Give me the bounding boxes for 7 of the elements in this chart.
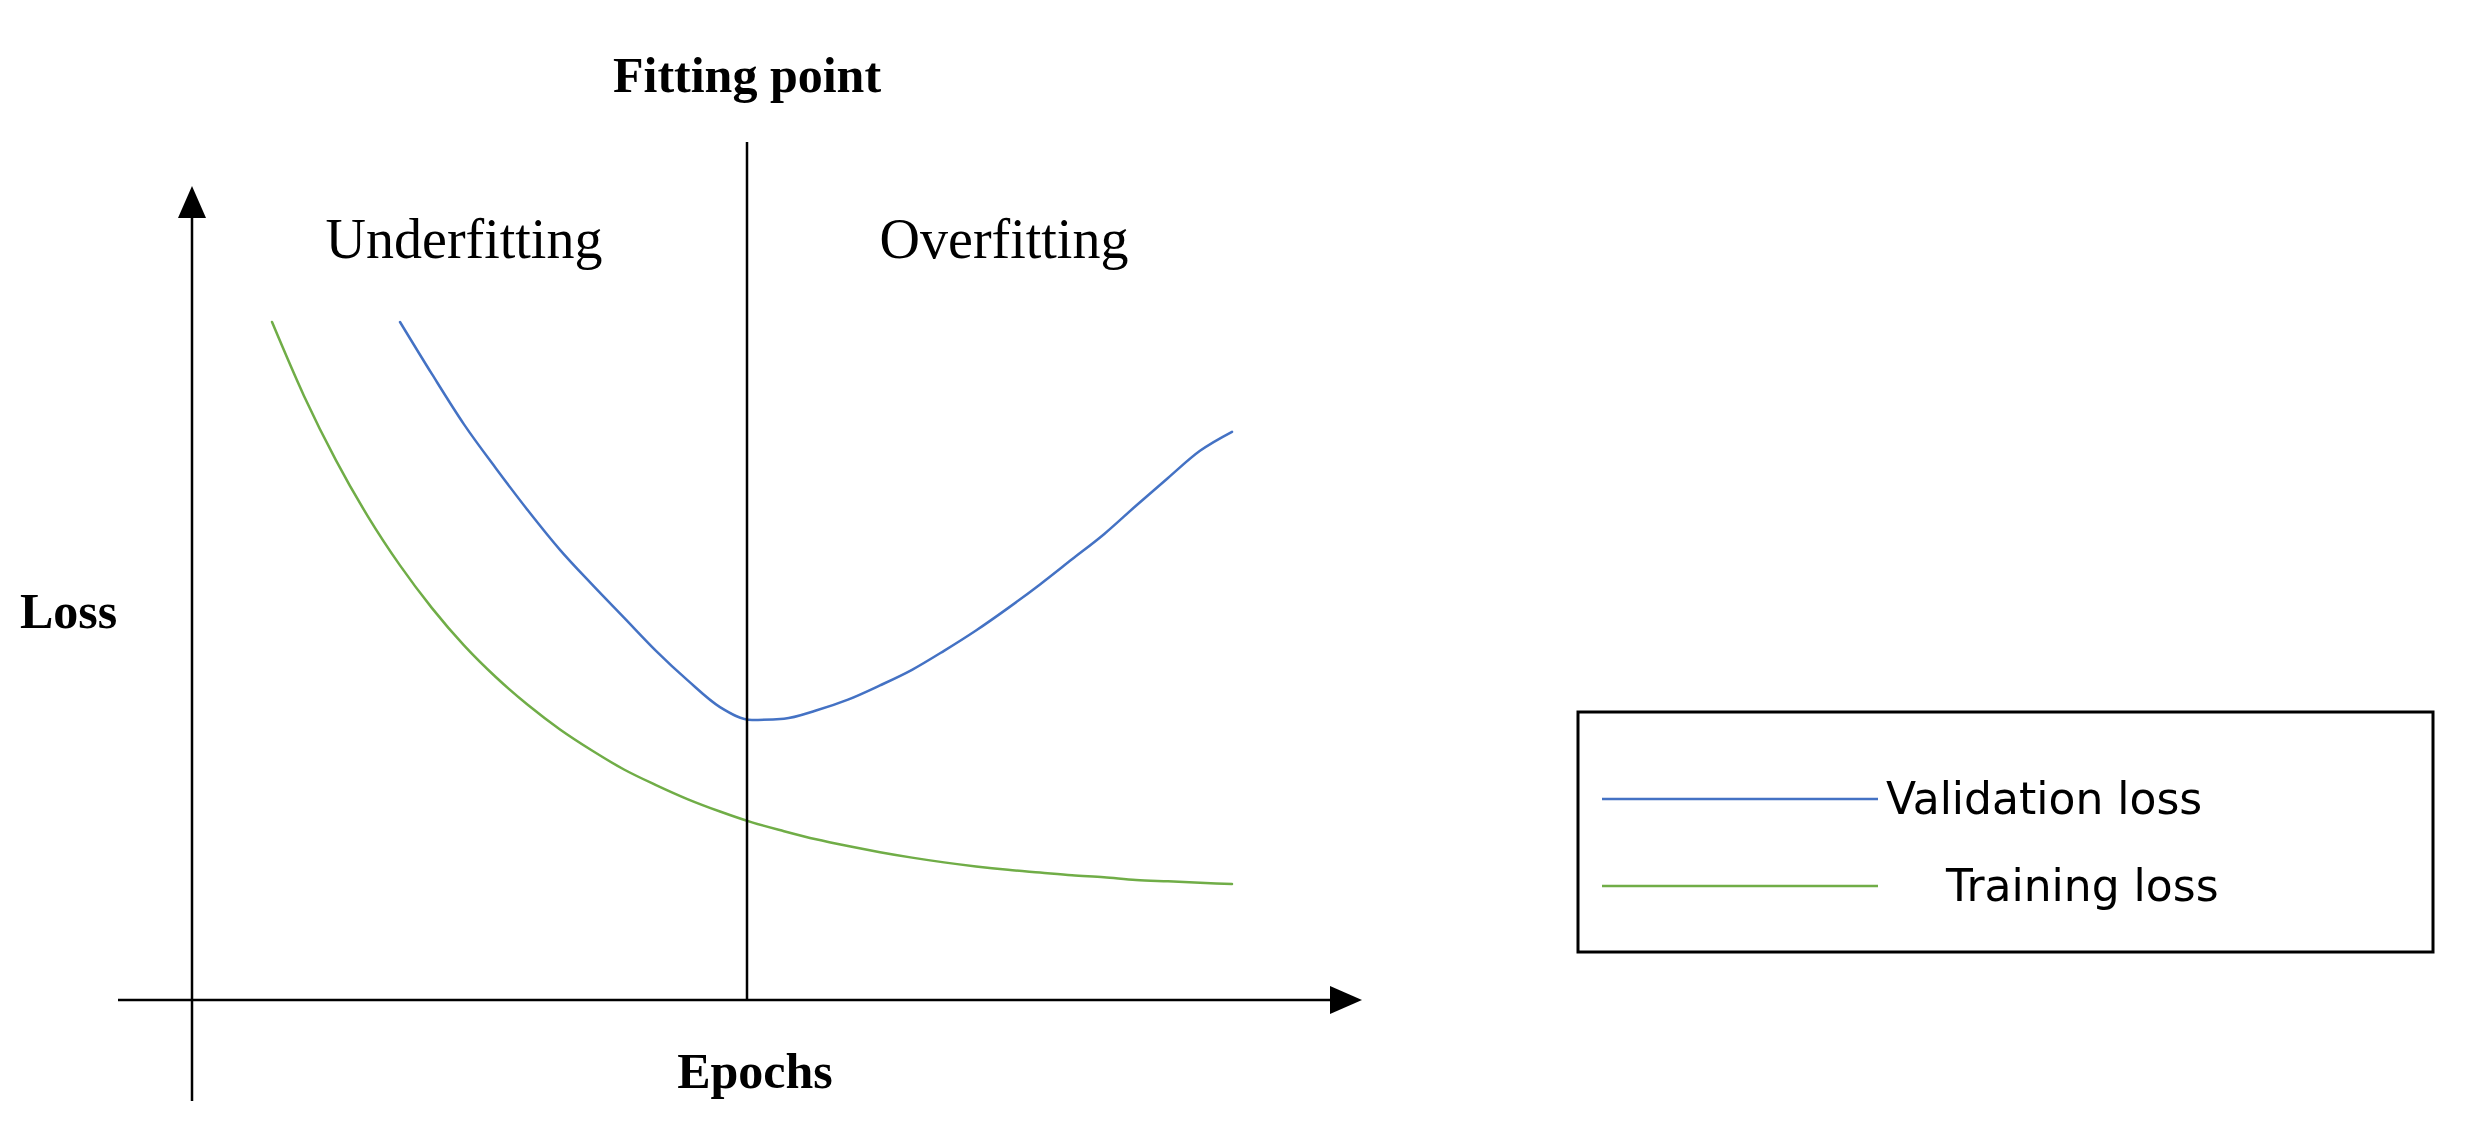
text: Training loss: [1945, 860, 2219, 911]
text: Overfitting: [879, 208, 1129, 270]
text: Validation loss: [1886, 773, 2203, 824]
x-axis-title: Epochs: [677, 1043, 833, 1099]
text: Underfitting: [325, 208, 603, 270]
text: Fitting point: [612, 47, 882, 103]
y-axis-title: Loss: [20, 583, 118, 639]
